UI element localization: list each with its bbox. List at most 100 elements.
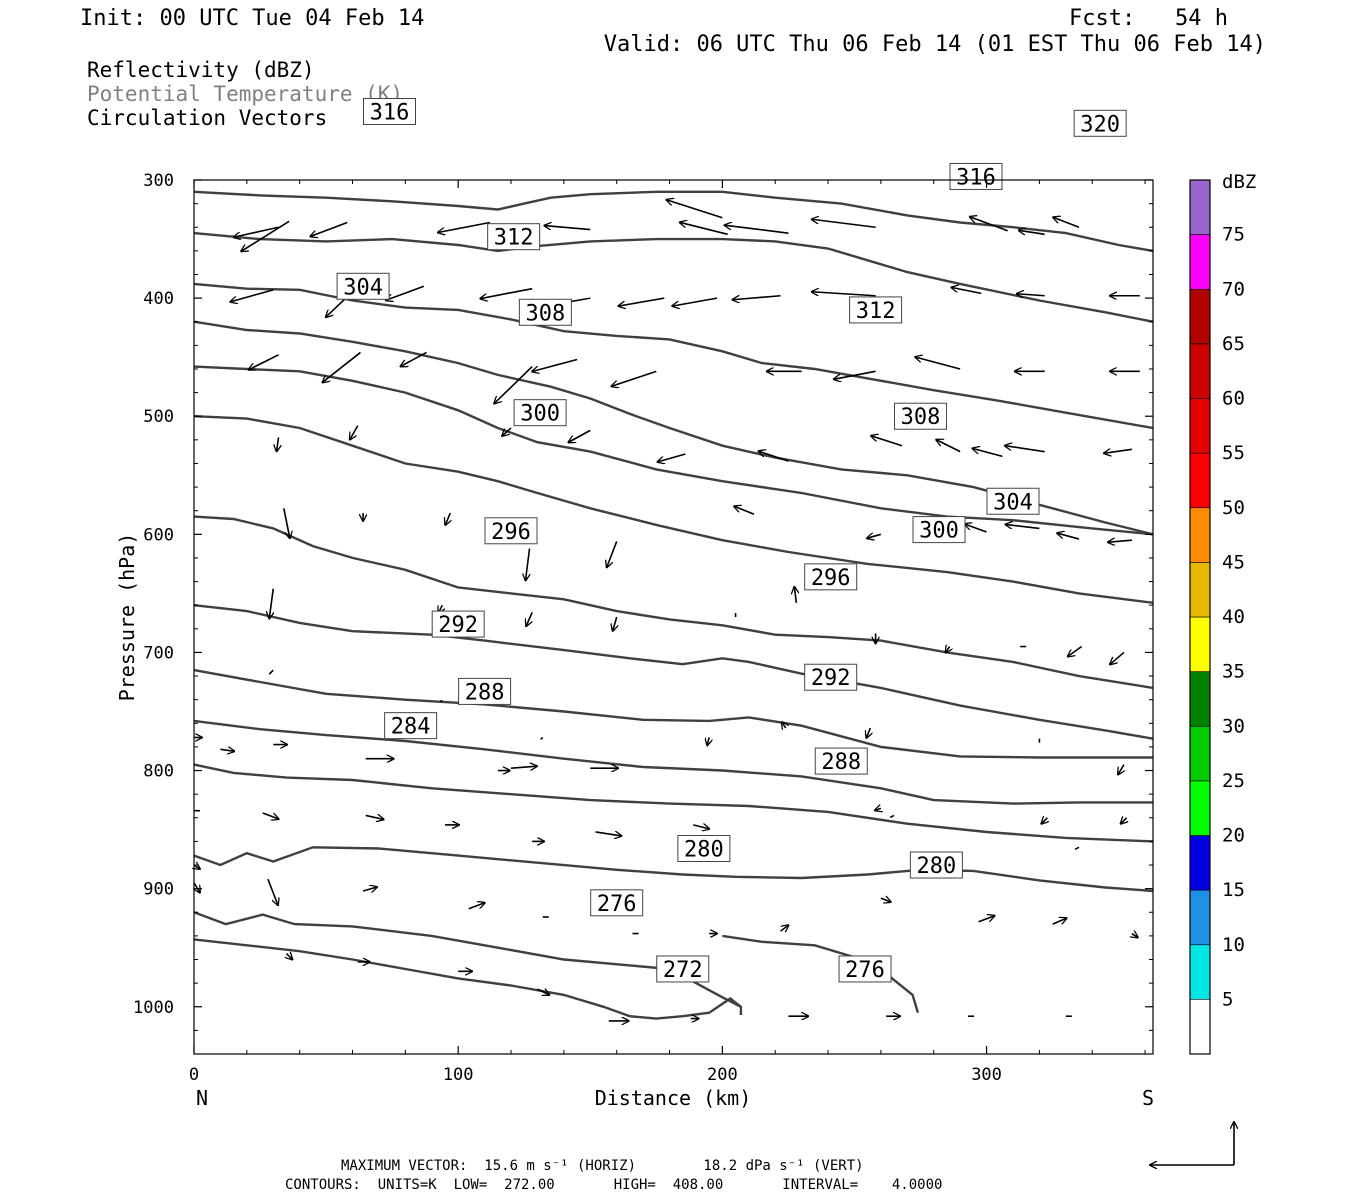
- circulation-vector: [734, 506, 755, 515]
- circulation-vector: [494, 366, 533, 404]
- circulation-vector: [230, 289, 274, 302]
- circulation-vector: [386, 285, 425, 300]
- circulation-vector: [277, 437, 279, 451]
- contour-280: [193, 846, 1154, 893]
- svg-text:308: 308: [525, 301, 565, 326]
- circulation-vector: [880, 898, 891, 902]
- svg-text:272: 272: [663, 958, 703, 983]
- contour-label-304: 304: [336, 272, 390, 300]
- svg-text:292: 292: [438, 613, 478, 638]
- y-tick-label: 1000: [133, 998, 174, 1018]
- contour-label-308: 308: [894, 402, 948, 430]
- circulation-vector: [951, 287, 982, 295]
- circulation-vector: [1074, 846, 1080, 851]
- svg-text:296: 296: [491, 520, 531, 545]
- circulation-vector: [607, 541, 618, 567]
- circulation-vector: [875, 808, 881, 810]
- colorbar-bin-below-5: [1190, 999, 1210, 1054]
- circulation-vector: [262, 812, 279, 819]
- colorbar-label: 35: [1222, 661, 1245, 683]
- colorbar-label: 40: [1222, 606, 1245, 628]
- colorbar-title: dBZ: [1222, 171, 1256, 193]
- x-tick-label: 300: [971, 1065, 1002, 1085]
- svg-text:292: 292: [811, 666, 851, 691]
- colorbar-label: 10: [1222, 934, 1245, 956]
- contour-272: [193, 938, 743, 1020]
- plot-frame: [193, 179, 1154, 1055]
- colorbar-label: 65: [1222, 333, 1245, 355]
- circulation-vector: [568, 429, 591, 442]
- svg-text:316: 316: [956, 165, 996, 190]
- x-tick-label: 200: [707, 1065, 738, 1085]
- legend-potential-temperature: Potential Temperature (K): [87, 82, 404, 106]
- circulation-vector: [532, 358, 578, 372]
- colorbar-frame: [1189, 179, 1211, 1055]
- contour-label-288: 288: [458, 677, 512, 705]
- contour-292: [193, 668, 1153, 759]
- circulation-vector: [537, 989, 549, 995]
- colorbar-label: 55: [1222, 442, 1245, 464]
- colorbar-bin: [1189, 288, 1211, 345]
- contour-info: CONTOURS: UNITS=K LOW= 272.00 HIGH= 408.…: [285, 1177, 943, 1193]
- legend-reflectivity: Reflectivity (dBZ): [87, 58, 315, 82]
- colorbar-label: 30: [1222, 715, 1245, 737]
- circulation-vector: [267, 878, 278, 905]
- circulation-vector: [1121, 818, 1127, 824]
- colorbar-bin: [1189, 671, 1211, 727]
- circulation-vector: [1104, 449, 1132, 453]
- circulation-vector: [350, 425, 359, 440]
- circulation-vector: [1052, 918, 1067, 925]
- circulation-vector: [241, 220, 290, 251]
- circulation-vector: [978, 916, 995, 923]
- y-tick-label: 500: [143, 407, 174, 427]
- circulation-vector: [400, 351, 427, 366]
- svg-text:320: 320: [1080, 112, 1120, 137]
- circulation-vector: [970, 217, 1008, 232]
- circulation-vector: [613, 616, 617, 631]
- circulation-vector: [707, 737, 709, 745]
- circulation-vector: [322, 351, 361, 382]
- contour-320: [193, 231, 1154, 323]
- colorbar-bin: [1189, 452, 1211, 509]
- svg-text:312: 312: [494, 226, 534, 251]
- circulation-vector: [794, 587, 796, 603]
- circulation-vector: [365, 815, 384, 819]
- circulation-vector: [871, 436, 903, 447]
- colorbar-bin: [1189, 616, 1211, 672]
- circulation-vector: [502, 427, 512, 436]
- circulation-vector: [680, 222, 728, 236]
- colorbar-bin: [1189, 507, 1211, 563]
- contour-label-296: 296: [484, 517, 538, 545]
- legend-circulation-vectors: Circulation Vectors: [87, 106, 328, 130]
- colorbar: 5 10 15 20 25 30 35 40 45 50 55 60 65 70 75: [1189, 179, 1245, 1055]
- circulation-vector: [220, 749, 234, 751]
- contour-label-300: 300: [513, 399, 567, 427]
- contour-324: [193, 190, 1154, 253]
- circulation-vector: [526, 548, 530, 580]
- colorbar-bin: [1189, 889, 1211, 946]
- circulation-vector: [732, 294, 781, 300]
- y-tick-label: 700: [143, 643, 174, 663]
- circulation-vector: [1005, 524, 1040, 528]
- circulation-vector: [234, 226, 279, 237]
- y-tick-label: 400: [143, 289, 174, 309]
- colorbar-bin: [1189, 398, 1211, 454]
- colorbar-bin: [1189, 343, 1211, 399]
- circulation-vector: [834, 370, 876, 379]
- contour-276: [193, 911, 742, 1008]
- contour-label-276: 276: [838, 955, 892, 983]
- y-axis-label: Pressure (hPa): [115, 533, 139, 702]
- colorbar-bin: [1189, 725, 1211, 782]
- x-axis: 0 100 200 300: [189, 180, 1146, 1085]
- circulation-vector: [758, 451, 789, 462]
- colorbar-label: 20: [1222, 825, 1245, 847]
- circulation-vector: [438, 221, 491, 233]
- circulation-vector: [672, 297, 718, 306]
- colorbar-label: 15: [1222, 879, 1245, 901]
- x-tick-label: 100: [443, 1065, 474, 1085]
- contour-label-304: 304: [986, 487, 1040, 515]
- contours-layer: [193, 190, 1154, 1020]
- contour-label-312: 312: [487, 223, 541, 251]
- contour-296: [193, 604, 1154, 740]
- colorbar-label: 5: [1222, 988, 1233, 1010]
